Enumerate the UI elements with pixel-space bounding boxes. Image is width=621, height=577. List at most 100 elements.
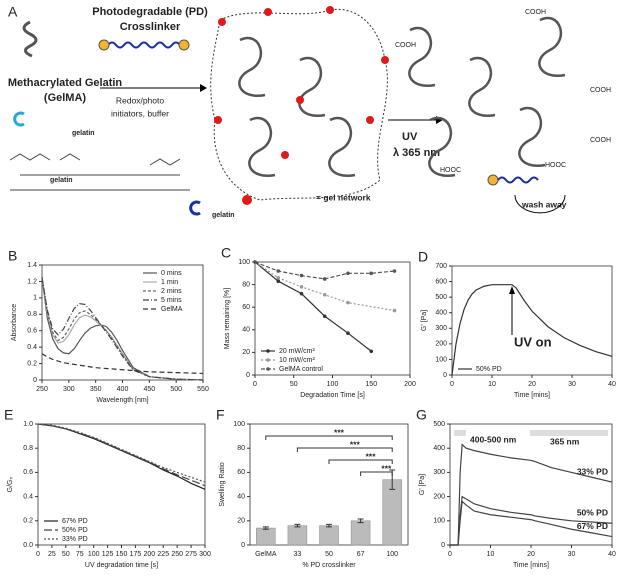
y-tick-label: 0.6 — [27, 328, 37, 335]
x-tick-label: 200 — [404, 381, 416, 388]
data-point — [392, 269, 397, 273]
y-tick-label: 0.8 — [27, 311, 37, 318]
acid-label: HOOC — [545, 162, 566, 169]
legend-label: 67% PD — [62, 518, 88, 525]
series-line — [37, 423, 206, 490]
x-tick-label: 100 — [327, 381, 339, 388]
uv-label: UV — [402, 131, 418, 143]
legend-label: 2 mins — [161, 288, 182, 295]
x-tick-label: 350 — [90, 386, 102, 393]
legend-label: 20 mW/cm² — [279, 348, 315, 355]
x-tick-label: 0 — [448, 551, 452, 558]
gelma-title: Methacrylated Gelatin — [8, 77, 123, 89]
x-tick-label: 75 — [76, 551, 84, 558]
x-axis-label: Time [mins] — [513, 562, 549, 569]
panel-letter: B — [8, 248, 17, 264]
y-tick-label: 300 — [435, 325, 447, 332]
y-tick-label: 300 — [433, 469, 445, 476]
acid-label: COOH — [395, 42, 416, 49]
crosslink-points — [214, 6, 389, 159]
data-point — [276, 269, 281, 273]
acid-label: HOOC — [440, 167, 461, 174]
legend-label: 5 mins — [161, 297, 182, 304]
y-axis-label: Swelling Ratio — [219, 462, 226, 506]
y-tick-label: 1.0 — [23, 421, 33, 428]
data-point — [392, 308, 397, 313]
significance-label: *** — [381, 463, 392, 473]
y-tick-label: 0.4 — [23, 493, 33, 500]
y-tick-label: 20 — [237, 518, 245, 525]
bar — [287, 525, 308, 546]
data-point — [369, 349, 374, 354]
x-tick-label: 0 — [253, 381, 257, 388]
legend-label: 1 min — [161, 279, 178, 286]
crosslinker-end — [178, 39, 190, 51]
panel-letter: G — [416, 407, 427, 423]
crosslinker-end — [98, 39, 110, 51]
light-band — [454, 430, 466, 436]
panel-a: A Photodegradable (PD) Crosslinker Metha… — [8, 4, 611, 219]
crosslinker-icon — [107, 41, 181, 49]
panel-letter: D — [418, 249, 428, 265]
significance-bracket — [265, 435, 393, 440]
x-axis-label: % PD crosslinker — [302, 562, 356, 569]
y-tick-label: 100 — [233, 421, 245, 428]
y-tick-label: 20 — [242, 349, 250, 356]
data-point — [346, 300, 350, 305]
crosslink-icon — [242, 195, 252, 205]
panel-letter: F — [216, 407, 225, 423]
y-axis-label: G' [Pa] — [419, 474, 426, 495]
y-tick-label: 80 — [242, 281, 250, 288]
x-tick-label: 200 — [143, 551, 155, 558]
significance-label: *** — [366, 451, 377, 461]
conditions: Redox/photo — [116, 95, 164, 105]
x-tick-label: 275 — [185, 551, 197, 558]
x-tick-label: 400 — [117, 386, 129, 393]
x-tick-label: 50 — [290, 381, 298, 388]
data-point — [276, 276, 281, 280]
gelatin-label: gelatin — [212, 212, 235, 219]
bar — [350, 520, 371, 546]
gelma-title: (GelMA) — [44, 92, 87, 104]
x-tick-label: 175 — [130, 551, 142, 558]
legend-label: 10 mW/cm² — [279, 357, 315, 364]
annotation: 365 nm — [550, 436, 580, 446]
series-line — [254, 261, 372, 352]
y-tick-label: 500 — [433, 421, 445, 428]
data-point — [299, 273, 304, 278]
plot-frame — [451, 265, 613, 376]
x-tick-label: 450 — [143, 386, 155, 393]
light-band — [530, 430, 608, 436]
panel-letter: E — [4, 407, 13, 423]
annotation: UV on — [514, 334, 552, 349]
series-line — [451, 284, 613, 376]
legend-label: GelMA control — [279, 366, 323, 373]
legend-marker — [266, 349, 270, 353]
x-tick-label: 550 — [197, 386, 209, 393]
panel-letter: C — [221, 245, 231, 261]
y-tick-label: 0.2 — [23, 518, 33, 525]
x-tick-label: 30 — [568, 381, 576, 388]
wash-away: wash away — [521, 199, 567, 209]
gel-network-label: = gel network — [316, 192, 371, 202]
y-tick-label: 0.8 — [23, 445, 33, 452]
y-tick-label: 0 — [33, 377, 37, 384]
x-tick-label: 250 — [171, 551, 183, 558]
crosslinker-end — [487, 174, 499, 186]
y-tick-label: 200 — [433, 493, 445, 500]
y-tick-label: 1.4 — [27, 262, 37, 269]
x-axis-label: UV degradation time [s] — [85, 562, 158, 569]
significance-label: *** — [350, 439, 361, 449]
y-tick-label: 0 — [441, 542, 445, 549]
x-tick-label: 40 — [608, 381, 616, 388]
crosslinker-title: Crosslinker — [120, 21, 181, 33]
series-line — [41, 353, 204, 375]
y-tick-label: 200 — [435, 341, 447, 348]
crosslinker-fragment — [497, 176, 539, 184]
series-label: 67% PD — [577, 521, 608, 531]
x-tick-label: 10 — [488, 381, 496, 388]
x-tick-label: 50 — [62, 551, 70, 558]
data-point — [346, 331, 350, 335]
data-point — [299, 285, 304, 289]
